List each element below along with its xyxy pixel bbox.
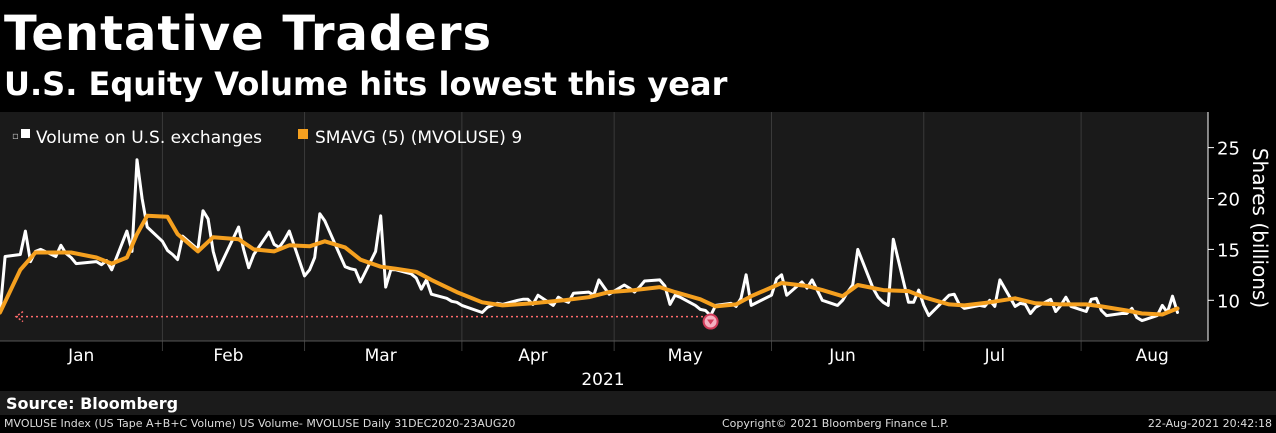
footer-ticker: MVOLUSE Index (US Tape A+B+C Volume) US … <box>4 417 516 430</box>
series-group <box>0 158 1180 323</box>
y-axis-title: Shares (billions) <box>1248 148 1272 308</box>
x-tick-label: Jan <box>67 346 94 366</box>
legend-swatch-smavg <box>298 129 308 139</box>
legend-toggle-icon[interactable]: ▫ <box>12 131 19 142</box>
footer-copyright: Copyright© 2021 Bloomberg Finance L.P. <box>722 417 949 430</box>
y-tick-label: 25 <box>1217 139 1240 160</box>
x-axis-labels: Jan Feb Mar Apr May Jun Jul Aug <box>67 346 1169 366</box>
reference-line <box>14 310 706 323</box>
x-tick-label: Apr <box>518 346 547 366</box>
y-tick-label: 15 <box>1217 240 1240 261</box>
series-line-smavg <box>0 213 1180 317</box>
x-axis-title: 2021 <box>581 370 624 390</box>
reference-arrow-icon <box>14 310 24 323</box>
chart-subtitle: U.S. Equity Volume hits lowest this year <box>4 65 728 103</box>
y-axis-ticks: 10 15 20 25 <box>1208 139 1240 312</box>
low-marker-arrow-icon <box>707 319 715 325</box>
x-tick-label: Mar <box>365 346 397 366</box>
footer-timestamp: 22-Aug-2021 20:42:18 <box>1147 417 1272 430</box>
x-tick-label: Jul <box>984 346 1006 366</box>
source-label: Source: Bloomberg <box>6 394 179 413</box>
x-tick-label: Aug <box>1136 346 1169 366</box>
legend: ▫ Volume on U.S. exchanges SMAVG (5) (MV… <box>12 128 522 148</box>
y-tick-label: 20 <box>1217 190 1240 211</box>
x-tick-label: May <box>668 346 703 366</box>
x-tick-label: Feb <box>213 346 243 366</box>
x-tick-label: Jun <box>828 346 856 366</box>
source-bar <box>0 391 1276 415</box>
chart-title: Tentative Traders <box>4 6 493 62</box>
chart-figure: 10 15 20 25 Jan Feb Mar Apr May Jun Jul Aug 2021 S… <box>0 112 1272 390</box>
legend-label-volume: Volume on U.S. exchanges <box>36 128 262 148</box>
y-tick-label: 10 <box>1217 291 1240 312</box>
legend-label-smavg: SMAVG (5) (MVOLUSE) 9 <box>315 128 522 148</box>
low-marker <box>702 313 719 330</box>
legend-swatch-volume <box>21 129 30 138</box>
